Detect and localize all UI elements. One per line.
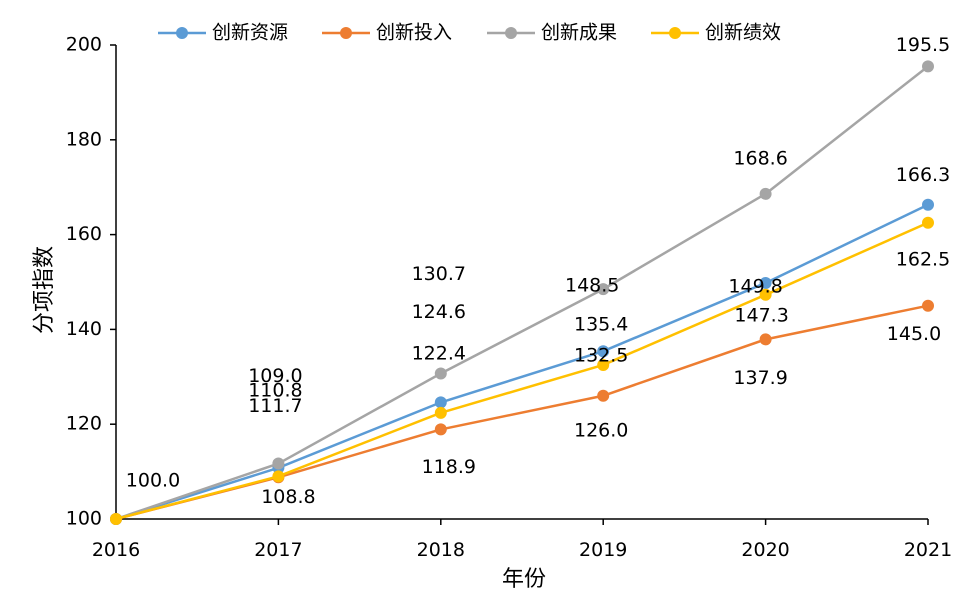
data-label: 162.5 — [896, 248, 950, 270]
data-label: 130.7 — [412, 263, 466, 285]
x-tick-label: 2017 — [254, 539, 302, 561]
y-tick-label: 100 — [66, 508, 102, 530]
data-label: 100.0 — [126, 470, 180, 492]
series-3 — [110, 60, 934, 525]
data-point — [922, 299, 934, 312]
data-point — [922, 216, 934, 229]
legend-label: 创新资源 — [212, 22, 288, 44]
data-label: 148.5 — [565, 275, 619, 297]
data-point — [759, 288, 772, 301]
x-axis-title: 年份 — [502, 567, 546, 592]
legend-item: 创新资源 — [158, 22, 288, 44]
data-label: 132.5 — [574, 344, 628, 366]
data-point — [922, 198, 934, 211]
data-point — [922, 60, 934, 73]
data-point — [434, 423, 447, 436]
x-tick-label: 2016 — [92, 539, 140, 561]
data-label: 166.3 — [896, 164, 950, 186]
legend-swatch-marker — [176, 27, 188, 39]
data-label: 110.8 — [248, 379, 302, 401]
y-axis-title: 分项指数 — [32, 246, 57, 334]
y-tick-label: 180 — [66, 128, 102, 150]
data-point — [272, 457, 285, 470]
legend: 创新资源 创新投入 创新成果 创新绩效 — [158, 22, 781, 44]
data-label: 168.6 — [733, 147, 787, 169]
y-tick-label: 160 — [66, 223, 102, 245]
data-label: 145.0 — [887, 323, 941, 345]
data-point — [759, 333, 772, 346]
y-tick-label: 140 — [66, 318, 102, 340]
data-point — [434, 367, 447, 380]
data-point — [597, 389, 610, 402]
data-point — [597, 283, 610, 296]
data-label: 147.3 — [734, 304, 788, 326]
series — [110, 60, 934, 525]
x-tick-label: 2021 — [904, 539, 952, 561]
series-line — [115, 203, 929, 521]
data-label: 124.6 — [412, 301, 466, 323]
x-tick-label: 2019 — [579, 539, 627, 561]
data-label: 111.7 — [248, 395, 302, 417]
data-point — [434, 406, 447, 419]
data-point — [597, 345, 610, 358]
x-tick-label: 2018 — [417, 539, 465, 561]
data-label: 126.0 — [574, 419, 628, 441]
data-label: 118.9 — [422, 456, 476, 478]
data-point — [272, 470, 285, 483]
data-label: 137.9 — [733, 367, 787, 389]
data-label: 109.0 — [248, 365, 302, 387]
data-point — [759, 187, 772, 200]
series-2 — [110, 299, 934, 525]
data-label: 122.4 — [412, 342, 466, 364]
y-tick-label: 200 — [66, 34, 102, 56]
y-tick-label: 120 — [66, 413, 102, 435]
data-point — [110, 513, 122, 525]
series-line — [115, 65, 929, 521]
legend-item: 创新绩效 — [651, 22, 781, 44]
legend-label: 创新投入 — [376, 22, 452, 44]
series-4 — [110, 216, 934, 525]
legend-label: 创新成果 — [541, 22, 617, 44]
series-line — [115, 221, 929, 521]
data-label: 149.8 — [728, 275, 782, 297]
x-tick-label: 2020 — [741, 539, 789, 561]
legend-swatch-marker — [505, 27, 517, 39]
data-point — [434, 396, 447, 409]
ticks: 100 120 140 160 180 200 2016 2017 2018 2019 2020 20… — [66, 34, 952, 562]
data-label: 135.4 — [574, 314, 628, 336]
axes: 分项指数 年份 — [32, 45, 928, 592]
legend-item: 创新投入 — [322, 22, 452, 44]
legend-item: 创新成果 — [487, 22, 617, 44]
legend-swatch-marker — [669, 27, 681, 39]
data-label: 108.8 — [261, 486, 315, 508]
legend-label: 创新绩效 — [705, 22, 781, 44]
data-label: 195.5 — [896, 34, 950, 56]
legend-swatch-marker — [340, 27, 352, 39]
data-point — [597, 358, 610, 371]
series-1 — [110, 198, 934, 525]
data-point — [759, 276, 772, 289]
